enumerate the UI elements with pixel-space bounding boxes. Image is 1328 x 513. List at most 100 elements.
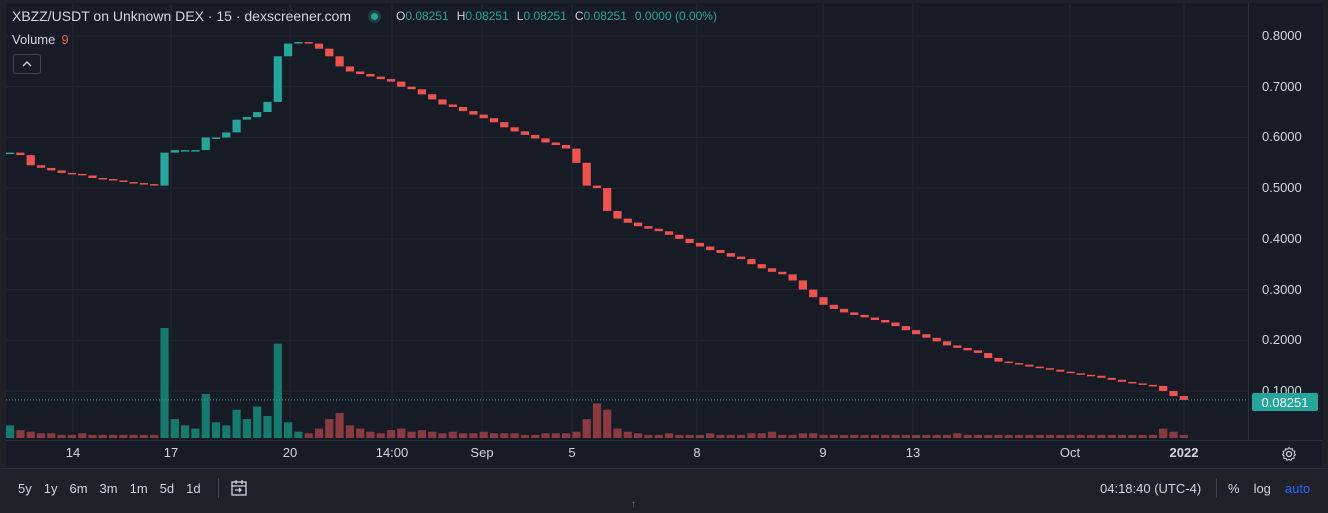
volume-bar: [953, 433, 962, 438]
timeframe-button-5y[interactable]: 5y: [18, 481, 32, 496]
timeframe-button-3m[interactable]: 3m: [99, 481, 118, 496]
price-axis-label: 0.5000: [1262, 180, 1302, 196]
volume-bar: [211, 422, 221, 438]
volume-bar: [1035, 434, 1044, 438]
volume-bar: [1097, 434, 1106, 438]
calendar-range-icon[interactable]: [229, 478, 249, 498]
candle: [479, 114, 488, 119]
timeframe-button-1y[interactable]: 1y: [43, 481, 58, 496]
bottom-toolbar: [0, 468, 1328, 513]
resize-handle-icon[interactable]: ↑: [631, 499, 636, 510]
candle: [98, 178, 107, 180]
volume-bar: [57, 434, 66, 438]
candle: [901, 326, 910, 331]
candle: [737, 256, 746, 260]
volume-bar: [922, 434, 931, 438]
market-status-icon: [370, 12, 378, 20]
gear-icon[interactable]: [1281, 446, 1297, 462]
candle: [160, 152, 169, 186]
volume-bar: [150, 434, 159, 438]
candle: [767, 268, 777, 272]
volume-bar: [242, 419, 251, 438]
candle: [994, 358, 1003, 362]
candle: [500, 122, 509, 128]
timeframe-button-1m[interactable]: 1m: [129, 481, 148, 496]
candle: [109, 179, 118, 181]
time-axis-label: 8: [693, 445, 701, 460]
volume-bar: [675, 434, 684, 438]
volume-bar: [469, 433, 478, 438]
time-axis-label: 9: [819, 445, 827, 460]
candle: [520, 131, 529, 135]
volume-bar: [1148, 434, 1157, 438]
candle: [386, 79, 396, 82]
volume-bar: [1076, 434, 1085, 438]
volume-bar: [36, 433, 46, 438]
timeframe-button-1d[interactable]: 1d: [186, 481, 201, 496]
percent-scale-button[interactable]: %: [1228, 481, 1240, 496]
volume-bar: [664, 433, 674, 438]
volume-bar: [47, 433, 56, 438]
candle: [201, 137, 210, 151]
time-axis-label: 14: [65, 445, 81, 460]
collapse-legend-button[interactable]: [13, 54, 41, 74]
candle: [273, 56, 282, 102]
volume-bar: [706, 433, 715, 438]
clock-readout[interactable]: 04:18:40 (UTC-4): [1100, 481, 1202, 496]
candle: [541, 138, 550, 143]
volume-bar: [829, 434, 838, 438]
volume-bar: [510, 433, 519, 438]
volume-bar: [304, 433, 313, 438]
volume-bar: [901, 434, 910, 438]
volume-bar: [973, 434, 982, 438]
candle: [150, 184, 159, 186]
candle: [963, 347, 972, 351]
timeframe-button-5d[interactable]: 5d: [159, 481, 175, 496]
volume-bar: [994, 434, 1003, 438]
ohlc-item: 0.0000 (0.00%): [635, 9, 717, 23]
candle: [119, 180, 128, 182]
candle: [469, 111, 478, 115]
volume-bar: [1138, 434, 1147, 438]
volume-bar: [170, 419, 179, 438]
price-axis-label: 0.7000: [1262, 78, 1302, 94]
volume-bar: [942, 434, 952, 438]
candle: [984, 353, 993, 359]
volume-bar: [541, 433, 550, 438]
ohlc-value: 0.0000 (0.00%): [634, 9, 717, 23]
volume-bar: [284, 422, 293, 438]
price-axis-label: 0.6000: [1262, 129, 1302, 145]
volume-bar: [201, 394, 210, 438]
ohlc-value: 0.08251: [523, 9, 567, 23]
time-axis-label: 20: [282, 445, 298, 460]
candle: [1066, 371, 1075, 374]
volume-bar: [191, 428, 200, 438]
time-axis[interactable]: [6, 440, 1322, 467]
candle: [1138, 383, 1147, 385]
time-axis-label: Sep: [470, 445, 494, 460]
candle: [356, 71, 365, 74]
candle: [551, 142, 560, 145]
auto-scale-button[interactable]: auto: [1284, 481, 1311, 496]
price-axis[interactable]: [1248, 3, 1323, 440]
candle: [747, 259, 756, 265]
volume-bar: [253, 406, 262, 438]
candle: [366, 74, 375, 77]
candle: [695, 242, 704, 247]
volume-bar: [932, 434, 941, 438]
volume-bar: [881, 434, 890, 438]
time-axis-label: 13: [905, 445, 921, 460]
candle: [1025, 364, 1034, 367]
candle: [36, 165, 46, 168]
timeframe-button-6m[interactable]: 6m: [69, 481, 88, 496]
volume-bar: [397, 428, 406, 438]
log-scale-button[interactable]: log: [1253, 481, 1271, 496]
candle: [850, 312, 859, 315]
candle: [778, 271, 787, 275]
volume-bar: [1107, 434, 1116, 438]
volume-bar: [1025, 434, 1034, 438]
volume-bar: [623, 431, 632, 438]
candle: [1179, 396, 1188, 400]
